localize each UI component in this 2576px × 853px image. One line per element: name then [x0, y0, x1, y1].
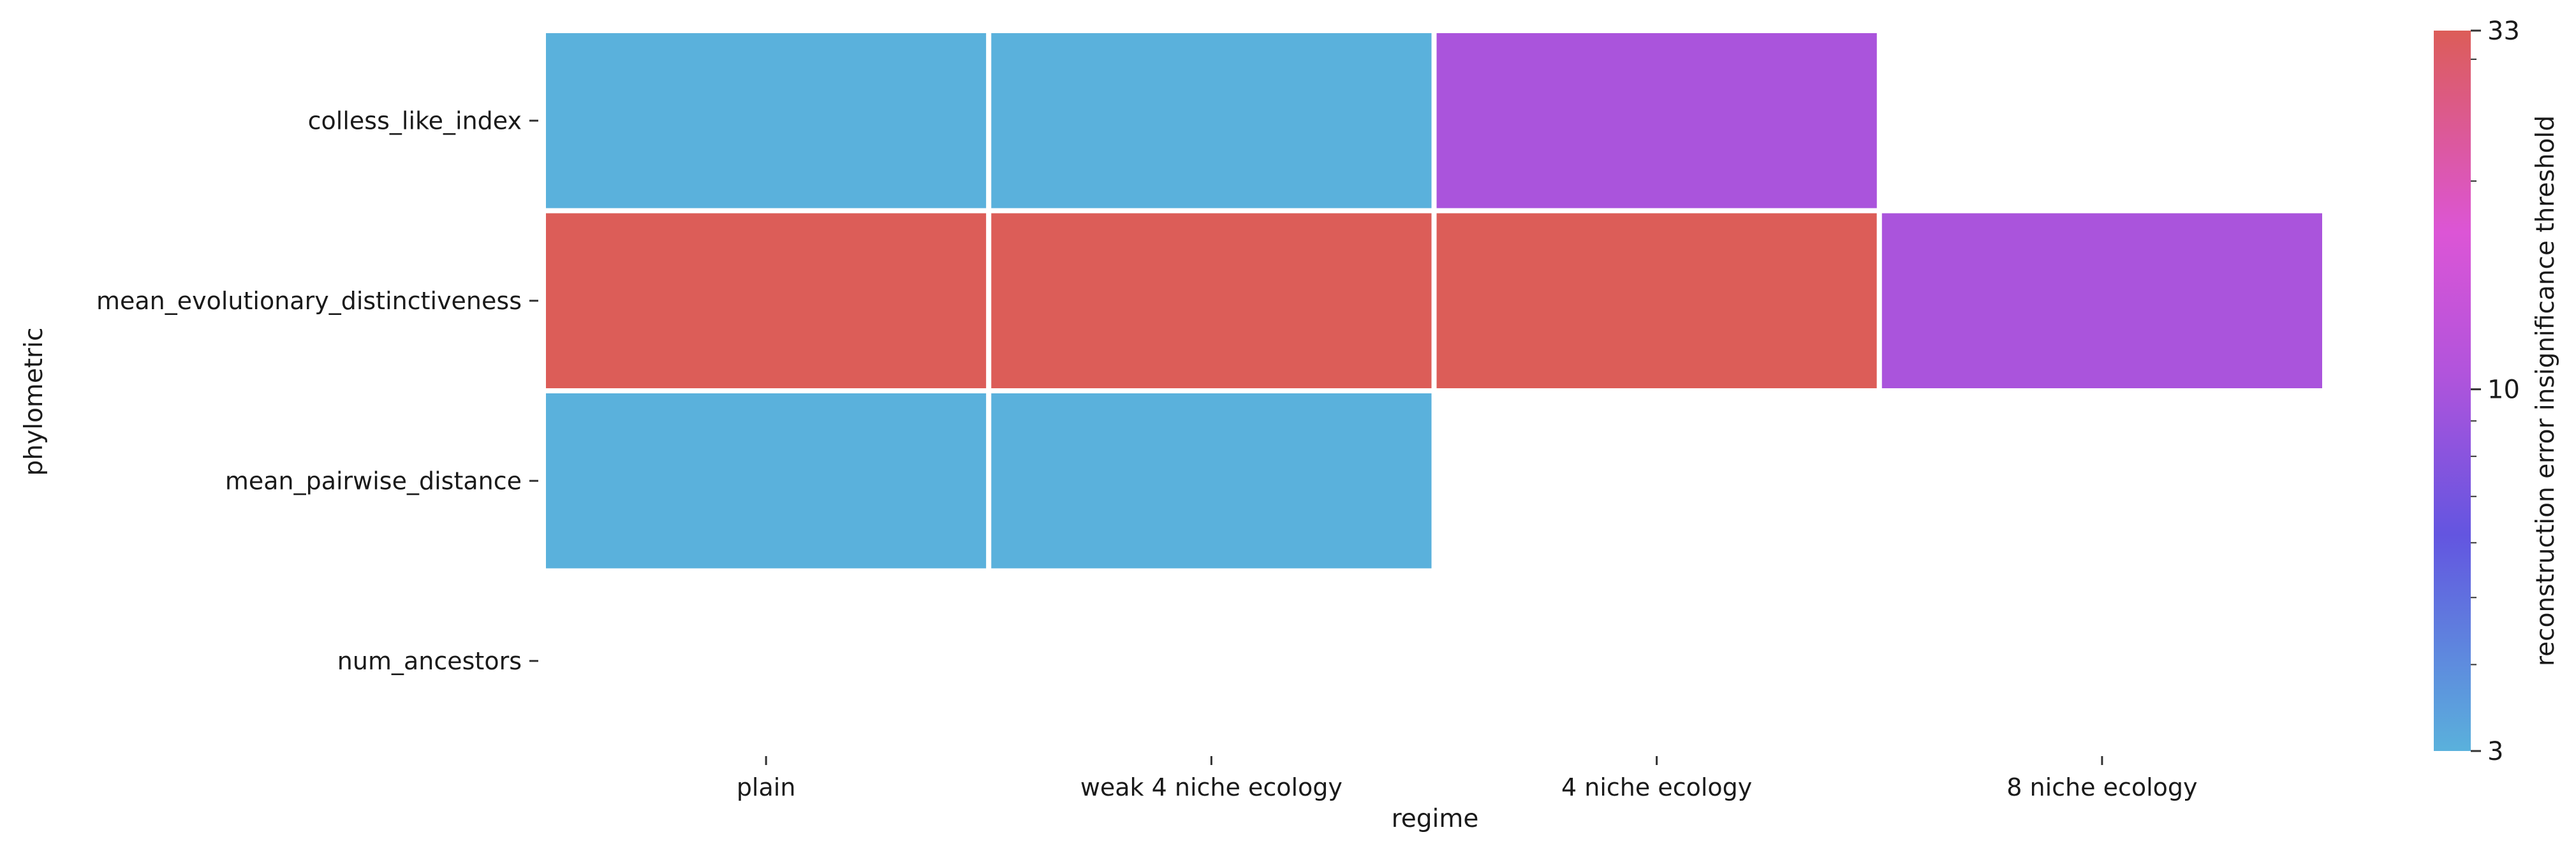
x-axis-label: regime	[1392, 805, 1479, 833]
heatmap-cell	[986, 28, 1437, 214]
heatmap-cell	[541, 28, 992, 214]
x-tick-label: plain	[737, 773, 796, 801]
heatmap-cell	[986, 208, 1437, 393]
colorbar-ticks: 3 10 33	[2471, 17, 2520, 766]
colorbar-tick-label: 3	[2487, 737, 2503, 766]
y-axis-ticks: colless_like_index mean_evolutionary_dist…	[96, 106, 538, 675]
heatmap-cell	[541, 388, 992, 574]
heatmap-cell	[1876, 208, 2327, 393]
x-tick-label: 8 niche ecology	[2006, 773, 2197, 801]
heatmap-cells	[541, 28, 2327, 574]
colorbar-gradient	[2434, 31, 2471, 751]
y-tick-label: num_ancestors	[337, 647, 522, 675]
x-tick-label: 4 niche ecology	[1561, 773, 1752, 801]
heatmap-cell	[986, 388, 1437, 574]
colorbar-tick-label: 10	[2487, 375, 2520, 405]
heatmap-cell	[1431, 208, 1882, 393]
heatmap-cell	[1431, 28, 1882, 214]
y-tick-label: mean_evolutionary_distinctiveness	[96, 287, 522, 315]
x-axis-ticks: plain weak 4 niche ecology 4 niche ecology…	[737, 756, 2198, 801]
colorbar: 3 10 33 reconstruction error insignificanc…	[2434, 17, 2560, 766]
x-tick-label: weak 4 niche ecology	[1080, 773, 1343, 801]
colorbar-label: reconstruction error insignificance thre…	[2531, 115, 2560, 666]
y-tick-label: mean_pairwise_distance	[225, 467, 522, 495]
colorbar-tick-label: 33	[2487, 17, 2520, 46]
heatmap-cell	[541, 208, 992, 393]
y-axis-label: phylometric	[20, 328, 48, 476]
y-tick-label: colless_like_index	[308, 106, 522, 135]
